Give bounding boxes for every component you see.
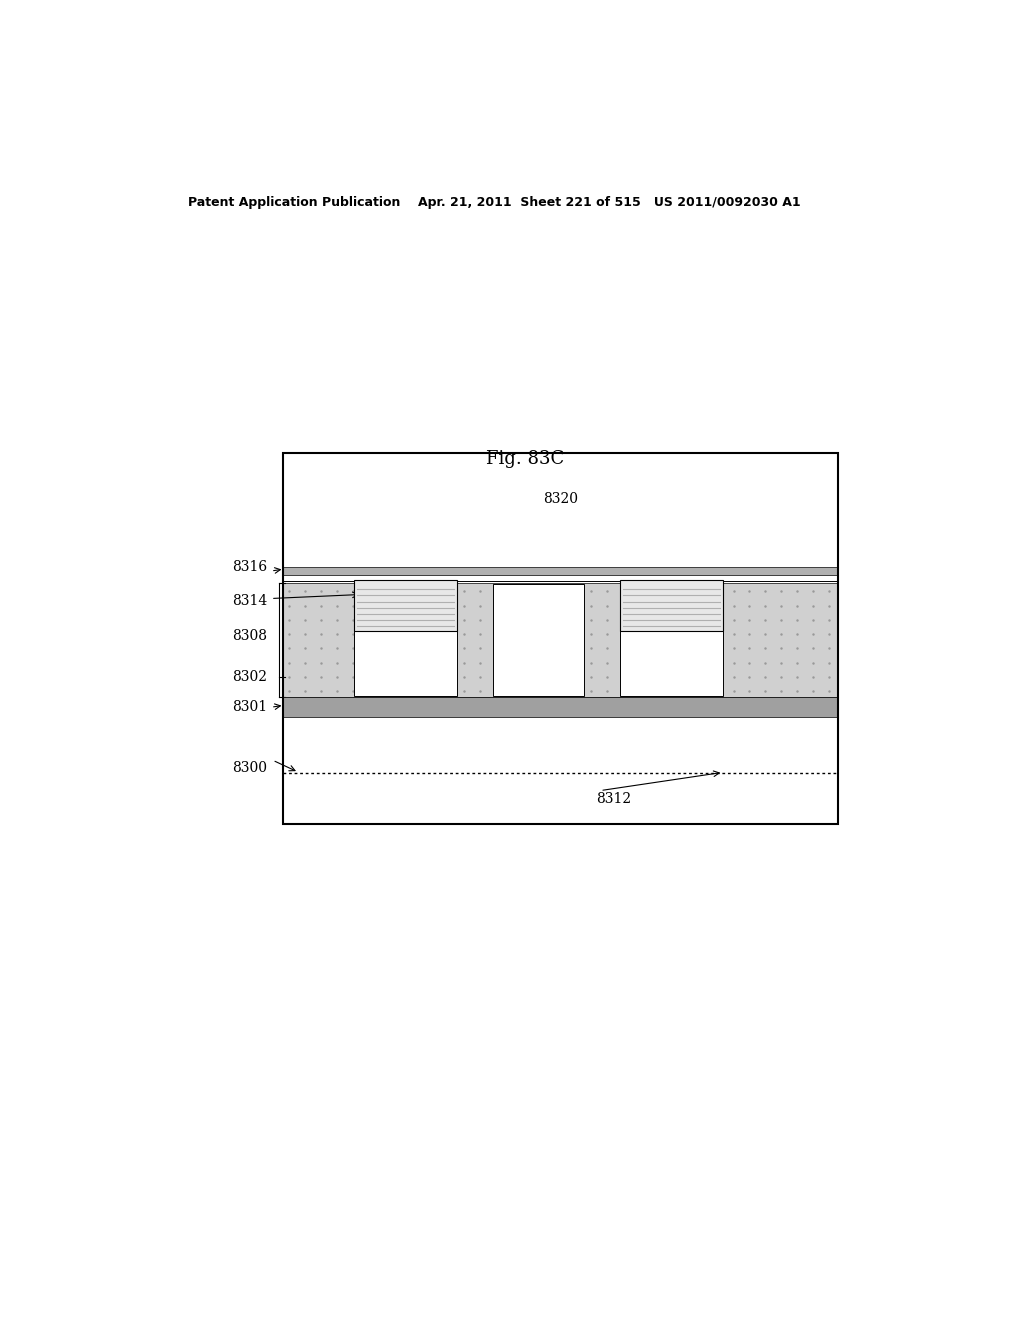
Bar bbox=[283, 568, 839, 576]
Bar bbox=[283, 453, 839, 824]
Bar bbox=[620, 585, 723, 696]
Text: Fig. 83C: Fig. 83C bbox=[485, 450, 564, 469]
Bar bbox=[283, 583, 839, 697]
Text: 8302: 8302 bbox=[231, 669, 267, 684]
Text: 8301: 8301 bbox=[231, 700, 267, 714]
Text: Patent Application Publication: Patent Application Publication bbox=[187, 195, 400, 209]
Text: 8314: 8314 bbox=[231, 594, 267, 607]
Text: 8320: 8320 bbox=[543, 492, 578, 506]
Text: 8312: 8312 bbox=[596, 792, 632, 805]
Bar bbox=[354, 585, 458, 696]
Bar bbox=[283, 697, 839, 718]
Text: 8316: 8316 bbox=[231, 560, 267, 574]
Text: Apr. 21, 2011  Sheet 221 of 515   US 2011/0092030 A1: Apr. 21, 2011 Sheet 221 of 515 US 2011/0… bbox=[418, 195, 801, 209]
Bar bbox=[620, 581, 723, 631]
Text: 8308: 8308 bbox=[231, 630, 267, 643]
Text: 8300: 8300 bbox=[231, 762, 267, 775]
Bar bbox=[354, 581, 458, 631]
Bar bbox=[494, 585, 585, 696]
